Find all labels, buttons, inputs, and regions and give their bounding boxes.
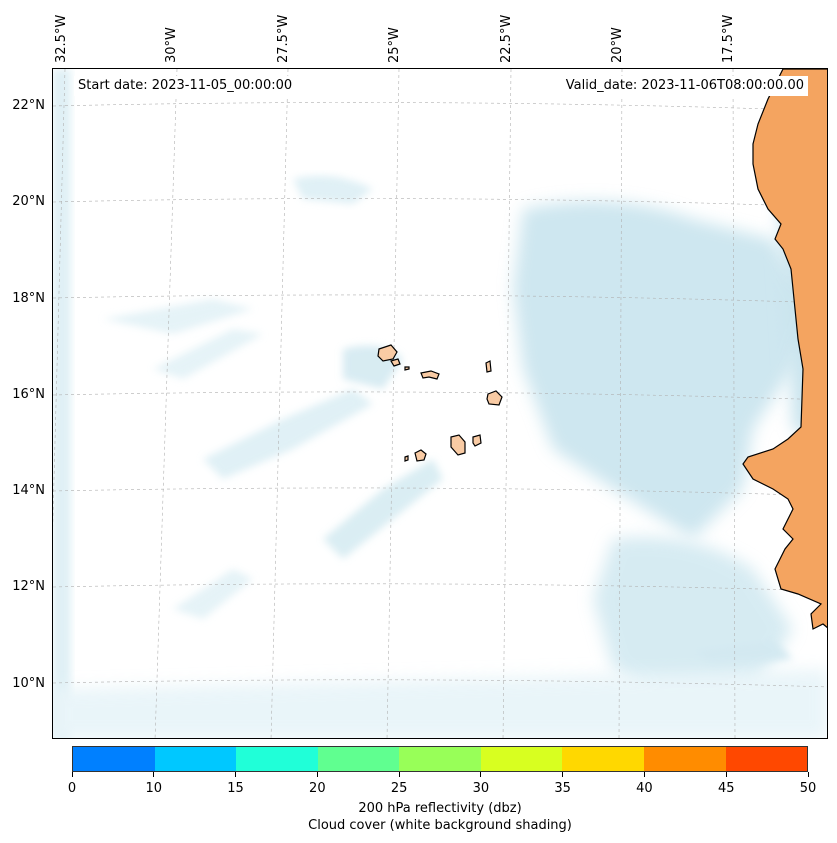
colorbar-tick-mark bbox=[807, 772, 809, 777]
valid-date-label: Valid_date: 2023-11-06T08:00:00.00 bbox=[561, 76, 808, 96]
map-panel bbox=[52, 68, 828, 739]
colorbar-tick-mark bbox=[71, 772, 73, 777]
colorbar-tick-label: 30 bbox=[472, 781, 490, 796]
lat-label: 22°N bbox=[12, 98, 45, 113]
colorbar-tick-label: 50 bbox=[799, 781, 817, 796]
lat-label: 16°N bbox=[12, 387, 45, 402]
colorbar-tick-mark bbox=[235, 772, 237, 777]
map-canvas bbox=[53, 69, 827, 738]
cloud-cover-shading bbox=[53, 69, 827, 738]
reflectivity-colorbar bbox=[72, 746, 808, 772]
colorbar-tick-mark bbox=[643, 772, 645, 777]
colorbar-tick-label: 25 bbox=[390, 781, 408, 796]
colorbar-segment bbox=[643, 747, 726, 771]
lon-label: 25°W bbox=[387, 27, 402, 63]
colorbar-tick-label: 0 bbox=[67, 781, 77, 796]
colorbar-tick-label: 45 bbox=[717, 781, 735, 796]
lon-label: 30°W bbox=[164, 27, 179, 63]
colorbar-segment bbox=[154, 747, 237, 771]
colorbar-segment bbox=[73, 747, 155, 771]
lat-label: 12°N bbox=[12, 579, 45, 594]
lon-label: 20°W bbox=[610, 27, 625, 63]
lat-label: 10°N bbox=[12, 676, 45, 691]
colorbar-segment bbox=[399, 747, 481, 771]
colorbar-tick-label: 35 bbox=[554, 781, 571, 796]
lon-label: 27.5°W bbox=[276, 14, 291, 63]
lat-label: 14°N bbox=[12, 483, 45, 498]
cabo-verde-islands bbox=[377, 344, 503, 462]
colorbar-tick-mark bbox=[316, 772, 318, 777]
lon-label: 32.5°W bbox=[54, 14, 69, 63]
colorbar-tick-label: 10 bbox=[145, 781, 163, 796]
lat-label: 20°N bbox=[12, 194, 45, 209]
colorbar-subtitle: Cloud cover (white background shading) bbox=[308, 818, 572, 833]
graticule bbox=[53, 69, 827, 738]
colorbar-tick-mark bbox=[562, 772, 564, 777]
colorbar-segment bbox=[562, 747, 644, 771]
colorbar-segment bbox=[236, 747, 318, 771]
colorbar-tick-label: 15 bbox=[227, 781, 244, 796]
colorbar-tick-mark bbox=[480, 772, 482, 777]
colorbar-tick-label: 40 bbox=[636, 781, 653, 796]
colorbar-tick-mark bbox=[398, 772, 400, 777]
colorbar-tick-mark bbox=[153, 772, 155, 777]
start-date-label: Start date: 2023-11-05_00:00:00 bbox=[74, 76, 297, 96]
colorbar-segment bbox=[317, 747, 400, 771]
colorbar-title: 200 hPa reflectivity (dbz) bbox=[358, 801, 522, 816]
africa-coastline bbox=[742, 69, 827, 630]
colorbar-tick-mark bbox=[725, 772, 727, 777]
lat-label: 18°N bbox=[12, 291, 45, 306]
colorbar-segment bbox=[480, 747, 563, 771]
colorbar-segment bbox=[725, 747, 808, 771]
colorbar-tick-label: 20 bbox=[309, 781, 326, 796]
lon-label: 22.5°W bbox=[499, 14, 514, 63]
lon-label: 17.5°W bbox=[721, 14, 736, 63]
